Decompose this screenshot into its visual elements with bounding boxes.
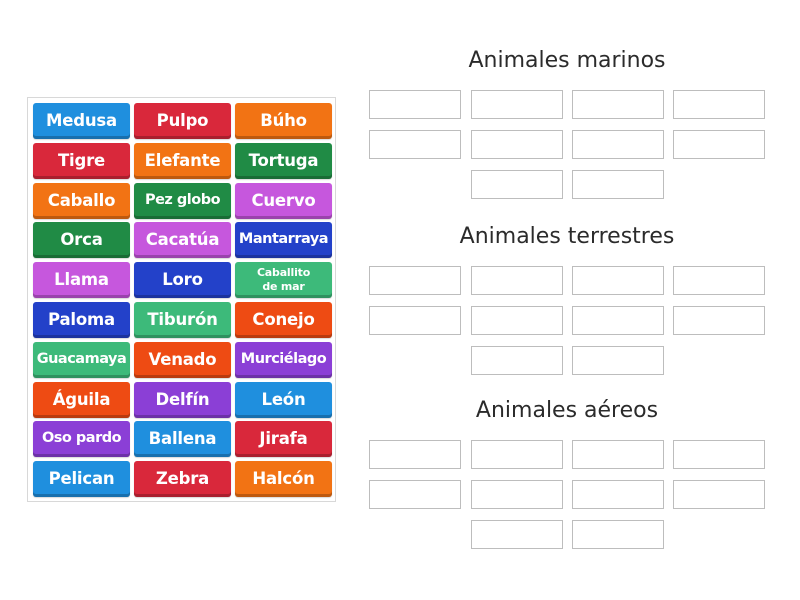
- card-conejo[interactable]: Conejo: [235, 302, 332, 338]
- drop-slot[interactable]: [572, 306, 664, 335]
- card-bank: Medusa Pulpo Búho Tigre Elefante Tortuga Cabal…: [27, 97, 336, 502]
- drop-slot[interactable]: [572, 90, 664, 119]
- card-paloma[interactable]: Paloma: [33, 302, 130, 338]
- card-mantarraya[interactable]: Mantarraya: [235, 222, 332, 259]
- card-oso-pardo[interactable]: Oso pardo: [33, 421, 130, 458]
- card-venado[interactable]: Venado: [134, 341, 231, 378]
- drop-slot[interactable]: [673, 440, 765, 469]
- card-cuervo[interactable]: Cuervo: [235, 182, 332, 219]
- card-tortuga[interactable]: Tortuga: [235, 142, 332, 179]
- card-loro[interactable]: Loro: [134, 262, 231, 299]
- card-medusa[interactable]: Medusa: [33, 103, 130, 139]
- card-tigre[interactable]: Tigre: [33, 142, 130, 179]
- drop-slot[interactable]: [369, 440, 461, 469]
- group-title-2: Animales aéreos: [475, 398, 659, 423]
- card-halcón[interactable]: Halcón: [235, 461, 332, 498]
- card-zebra[interactable]: Zebra: [134, 461, 231, 498]
- drop-slot[interactable]: [471, 440, 563, 469]
- drop-slot[interactable]: [471, 306, 563, 335]
- drop-slot[interactable]: [369, 90, 461, 119]
- drop-slot[interactable]: [673, 90, 765, 119]
- drop-slot[interactable]: [471, 520, 563, 549]
- drop-slot[interactable]: [471, 480, 563, 509]
- drop-slot[interactable]: [673, 480, 765, 509]
- card-pelican[interactable]: Pelican: [33, 461, 130, 498]
- drop-slot[interactable]: [471, 130, 563, 159]
- drop-slot[interactable]: [572, 520, 664, 549]
- card-caballo[interactable]: Caballo: [33, 182, 130, 219]
- drop-slot[interactable]: [572, 440, 664, 469]
- drop-slot[interactable]: [572, 130, 664, 159]
- card-águila[interactable]: Águila: [33, 381, 130, 418]
- drop-slot[interactable]: [369, 130, 461, 159]
- card-tiburón[interactable]: Tiburón: [134, 302, 231, 338]
- drop-slot[interactable]: [471, 90, 563, 119]
- drop-slot[interactable]: [673, 306, 765, 335]
- drop-slot[interactable]: [471, 170, 563, 199]
- drop-slot[interactable]: [471, 346, 563, 375]
- drop-slot[interactable]: [471, 266, 563, 295]
- drop-slot[interactable]: [572, 346, 664, 375]
- card-llama[interactable]: Llama: [33, 262, 130, 299]
- card-orca[interactable]: Orca: [33, 222, 130, 259]
- group-title-0: Animales marinos: [468, 48, 666, 73]
- card-caballito-de-mar[interactable]: Caballito de mar: [235, 262, 332, 299]
- drop-slot[interactable]: [572, 480, 664, 509]
- drop-slot[interactable]: [673, 266, 765, 295]
- card-león[interactable]: León: [235, 381, 332, 418]
- card-pulpo[interactable]: Pulpo: [134, 103, 231, 139]
- card-jirafa[interactable]: Jirafa: [235, 421, 332, 458]
- drop-slot[interactable]: [369, 306, 461, 335]
- group-title-1: Animales terrestres: [459, 224, 675, 249]
- card-elefante[interactable]: Elefante: [134, 142, 231, 179]
- drop-slot[interactable]: [673, 130, 765, 159]
- card-búho[interactable]: Búho: [235, 103, 332, 139]
- card-ballena[interactable]: Ballena: [134, 421, 231, 458]
- card-delfín[interactable]: Delfín: [134, 381, 231, 418]
- card-pez-globo[interactable]: Pez globo: [134, 182, 231, 219]
- drop-slot[interactable]: [369, 480, 461, 509]
- drop-slot[interactable]: [572, 266, 664, 295]
- drop-slot[interactable]: [369, 266, 461, 295]
- card-cacatúa[interactable]: Cacatúa: [134, 222, 231, 259]
- card-guacamaya[interactable]: Guacamaya: [33, 341, 130, 378]
- drop-slot[interactable]: [572, 170, 664, 199]
- card-murciélago[interactable]: Murciélago: [235, 341, 332, 378]
